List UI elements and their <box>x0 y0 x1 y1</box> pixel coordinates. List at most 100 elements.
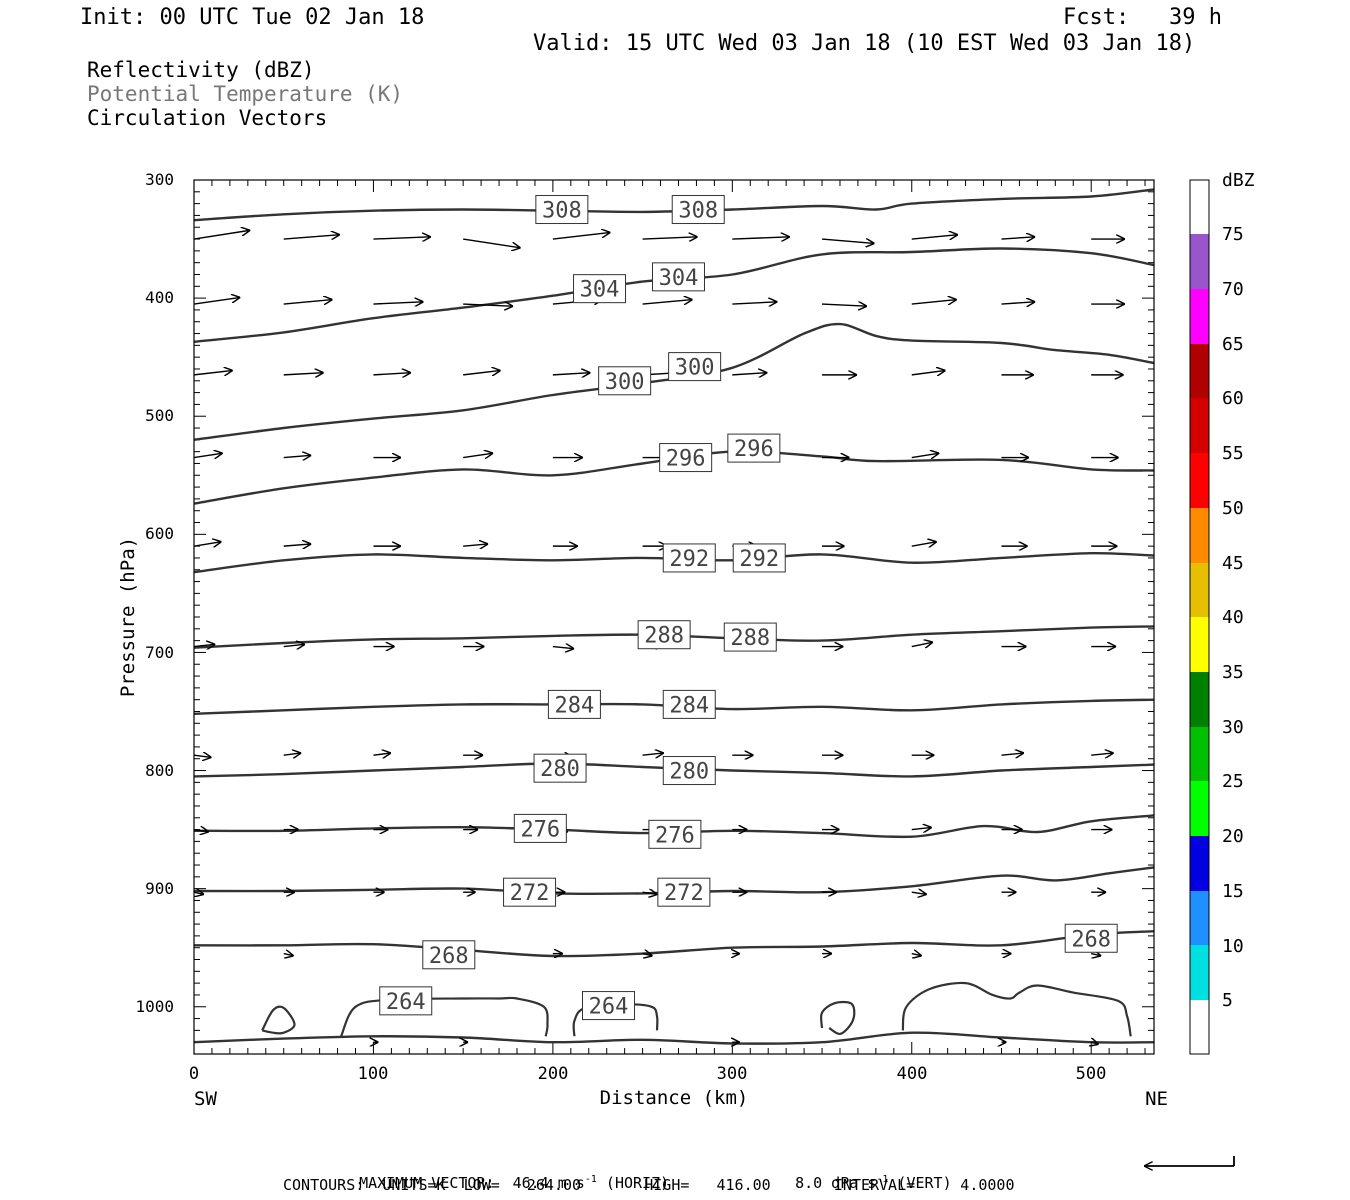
contour-label-text: 296 <box>734 437 774 462</box>
x-tick: 100 <box>357 1064 389 1084</box>
colorbar-bin <box>1190 398 1209 453</box>
x-endpoint-sw: SW <box>194 1088 217 1110</box>
contour-label-268: 268 <box>1064 923 1118 953</box>
valid-time: Valid: 15 UTC Wed 03 Jan 18 (10 EST Wed … <box>533 31 1196 56</box>
colorbar-bin <box>1190 289 1209 344</box>
plot-frame <box>193 179 1155 1055</box>
circulation-vector <box>193 453 223 457</box>
contour-label-text: 300 <box>605 370 645 395</box>
init-time: Init: 00 UTC Tue 02 Jan 18 <box>80 5 425 30</box>
circulation-vector <box>283 373 324 375</box>
contour-label-272: 272 <box>503 877 557 907</box>
contour-label-292: 292 <box>662 543 716 573</box>
contour-label-text: 308 <box>542 199 582 224</box>
y-tick: 1000 <box>135 997 174 1016</box>
contour-label-text: 276 <box>655 823 695 848</box>
contour-label-text: 284 <box>555 693 595 718</box>
circulation-vector <box>911 892 927 894</box>
colorbar <box>1189 179 1210 1055</box>
circulation-vector <box>283 753 302 755</box>
y-tick: 300 <box>145 170 174 189</box>
colorbar-bin <box>1190 781 1209 836</box>
contour-labels: 308 308 304 304 300 300 296 296 292 292 288 288 284 2… <box>379 195 1118 1021</box>
circulation-vector <box>911 370 946 374</box>
contour-label-276: 276 <box>648 819 702 849</box>
contour-label-264: 264 <box>379 986 433 1016</box>
unit-exponent: -1 <box>584 1174 597 1185</box>
contour-264-cell <box>261 1005 296 1035</box>
contour-276 <box>193 814 1155 839</box>
x-tick: 200 <box>537 1064 569 1084</box>
contour-label-292: 292 <box>732 543 786 573</box>
colorbar-label: 55 <box>1222 443 1244 464</box>
colorbar-bin <box>1190 727 1209 781</box>
contour-label-284: 284 <box>547 689 601 719</box>
contour-label-308: 308 <box>535 195 589 225</box>
x-tick: 500 <box>1075 1064 1107 1084</box>
y-tick: 600 <box>145 524 174 543</box>
circulation-vector <box>1091 1042 1099 1044</box>
colorbar-label: 50 <box>1222 498 1244 519</box>
circulation-vector <box>1001 302 1035 304</box>
colorbar-label: 15 <box>1222 881 1244 902</box>
contour-264-cell <box>340 996 549 1037</box>
legend-circulation-vectors: Circulation Vectors <box>87 106 328 130</box>
contour-label-text: 292 <box>739 547 779 572</box>
circulation-vector <box>642 237 698 239</box>
circulation-vector <box>1001 753 1024 755</box>
colorbar-label: 40 <box>1222 607 1244 628</box>
colorbar-label: 45 <box>1222 553 1244 574</box>
contour-label-text: 288 <box>730 626 770 651</box>
theta-contours <box>193 188 1155 1045</box>
contour-label-text: 288 <box>644 624 684 649</box>
colorbar-label: 5 <box>1222 990 1233 1011</box>
y-tick: 700 <box>145 643 174 662</box>
circulation-vector <box>642 753 664 755</box>
circulation-vector <box>193 892 204 894</box>
colorbar-bin <box>1190 508 1209 563</box>
contours-info: CONTOURS: UNITS=K LOW= 264.00 HIGH= 416.… <box>283 1176 1015 1194</box>
contour-label-text: 268 <box>429 944 469 969</box>
circulation-vector <box>283 544 312 546</box>
colorbar-label: 60 <box>1222 388 1244 409</box>
circulation-vector <box>373 753 391 755</box>
circulation-vector <box>193 230 250 240</box>
circulation-vector <box>642 954 653 956</box>
contour-264 <box>193 1031 1155 1045</box>
colorbar-bin <box>1190 945 1209 1000</box>
circulation-vector <box>911 954 922 956</box>
forecast-hour: Fcst: 39 h <box>1063 5 1222 30</box>
circulation-vector <box>911 300 957 304</box>
circulation-vector <box>463 453 493 457</box>
contour-label-264: 264 <box>582 991 636 1021</box>
circulation-vector <box>642 892 658 894</box>
y-tick: 500 <box>145 406 174 425</box>
reference-vector-icon <box>1144 1156 1235 1166</box>
circulation-vector <box>193 370 233 374</box>
circulation-vector <box>822 304 867 306</box>
circulation-vector <box>821 239 875 243</box>
unit-exponent: -1 <box>876 1174 889 1185</box>
colorbar-unit: dBZ <box>1222 170 1255 191</box>
contour-label-268: 268 <box>422 940 476 970</box>
contour-label-308: 308 <box>671 195 725 225</box>
circulation-vector <box>911 235 958 239</box>
circulation-vector <box>911 827 932 829</box>
contour-label-text: 268 <box>1071 927 1111 952</box>
circulation-vector <box>911 542 937 546</box>
contour-label-304: 304 <box>651 262 705 292</box>
circulation-vector <box>463 238 521 248</box>
circulation-vector <box>1001 237 1035 239</box>
colorbar-bin <box>1190 563 1209 617</box>
colorbar-bin <box>1190 836 1209 891</box>
contour-264-cell <box>901 981 1132 1037</box>
legend-potential-temperature: Potential Temperature (K) <box>87 82 404 106</box>
circulation-vector <box>373 237 431 239</box>
max-vector-horiz-value: MAXIMUM VECTOR: 46.4 m s <box>359 1174 585 1192</box>
contour-300 <box>193 322 1155 441</box>
colorbar-label: 70 <box>1222 279 1244 300</box>
circulation-vector <box>463 304 513 306</box>
colorbar-label: 25 <box>1222 771 1244 792</box>
contour-label-272: 272 <box>657 877 711 907</box>
